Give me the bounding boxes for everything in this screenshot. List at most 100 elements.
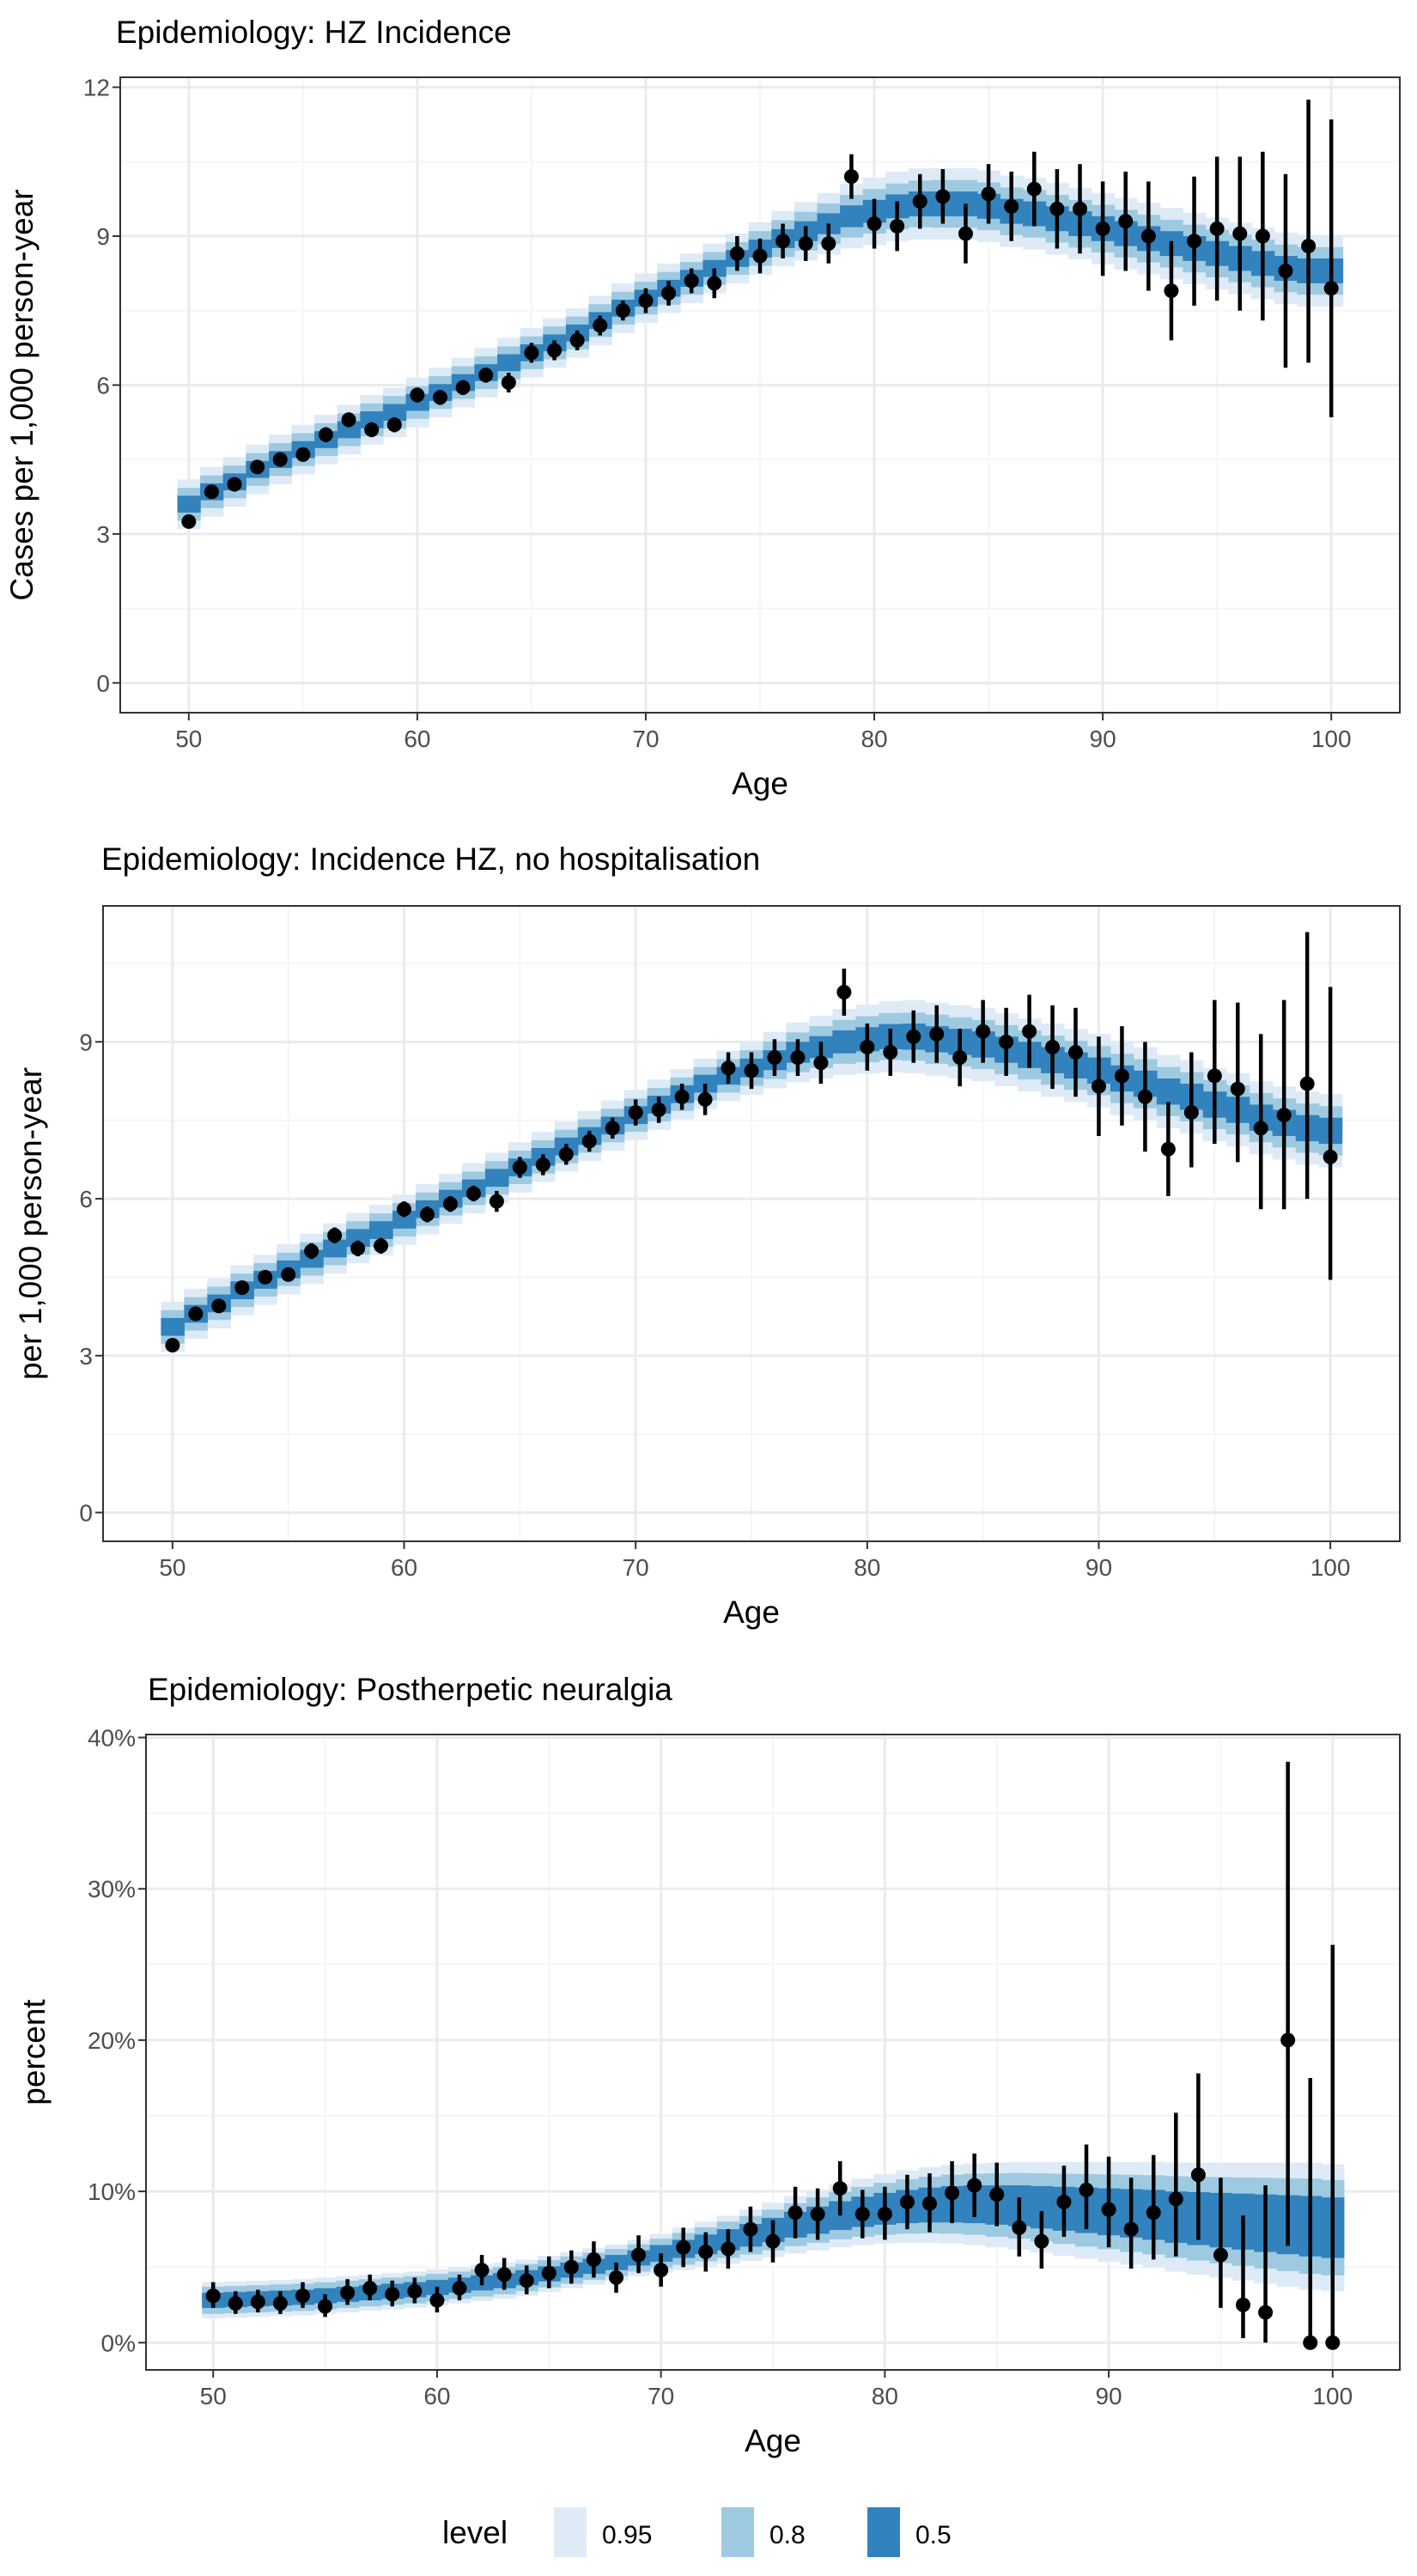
data-point <box>638 293 654 308</box>
y-tick-label: 20% <box>88 2027 136 2054</box>
data-point <box>721 1060 736 1076</box>
data-point <box>1146 2205 1161 2221</box>
data-point <box>1160 1141 1176 1157</box>
panel-border <box>145 1734 1401 2371</box>
x-tick-label: 60 <box>423 2383 450 2409</box>
legend-swatch-05 <box>867 2507 900 2557</box>
data-point <box>867 216 882 232</box>
ribbon-05-segment <box>832 1030 856 1054</box>
data-point <box>364 422 380 437</box>
data-point <box>698 2245 714 2260</box>
data-point <box>883 1045 898 1060</box>
data-point <box>228 2295 243 2311</box>
data-point <box>318 2299 333 2314</box>
data-point <box>1164 283 1179 299</box>
data-point <box>744 1063 759 1078</box>
data-point <box>989 2187 1005 2202</box>
data-point <box>1183 1105 1199 1121</box>
data-point <box>707 276 722 291</box>
data-point <box>478 368 494 383</box>
data-point <box>810 2207 825 2222</box>
data-point <box>1187 234 1202 249</box>
data-point <box>765 2233 781 2249</box>
data-point <box>1301 239 1317 254</box>
x-tick-label: 100 <box>1311 1554 1351 1581</box>
data-point <box>407 2283 423 2299</box>
ribbon-05-segment <box>337 421 361 439</box>
x-tick-label: 60 <box>404 726 430 752</box>
data-point <box>1258 2305 1274 2320</box>
x-axis-label: Age <box>745 2423 801 2458</box>
data-point <box>341 412 356 428</box>
data-point <box>1079 2182 1094 2197</box>
data-point <box>1168 2191 1183 2207</box>
data-point <box>1323 1149 1338 1164</box>
data-point <box>1118 214 1134 229</box>
data-point <box>474 2263 490 2278</box>
data-point <box>272 2295 288 2311</box>
data-point <box>563 2259 579 2275</box>
y-tick-label: 30% <box>88 1876 136 1903</box>
data-point <box>860 1039 875 1054</box>
ribbon-05-segment <box>392 1211 417 1229</box>
x-tick-label: 70 <box>648 2383 674 2409</box>
data-point <box>1140 228 1156 244</box>
data-point <box>843 169 859 185</box>
data-point <box>397 1201 412 1217</box>
panel-border <box>102 905 1401 1542</box>
data-point <box>586 2251 601 2267</box>
data-point <box>1207 1068 1222 1084</box>
data-point <box>512 1160 527 1176</box>
ribbon-05-segment <box>346 1229 370 1248</box>
data-point <box>651 1103 666 1118</box>
data-point <box>906 1029 921 1044</box>
y-tick-label: 12 <box>83 75 110 101</box>
y-tick-label: 9 <box>96 223 110 250</box>
data-point <box>1278 263 1293 278</box>
data-point <box>1091 1078 1106 1094</box>
data-point <box>654 2263 669 2278</box>
data-point <box>729 246 745 261</box>
data-point <box>813 1055 829 1071</box>
data-point <box>1303 2335 1318 2350</box>
data-point <box>204 484 219 500</box>
x-tick-label: 90 <box>1090 726 1116 752</box>
data-point <box>674 1089 690 1104</box>
data-point <box>465 1186 481 1201</box>
x-axis-label: Age <box>732 766 788 801</box>
data-point <box>281 1267 296 1282</box>
data-point <box>631 2247 647 2263</box>
panel-border <box>119 76 1401 714</box>
x-tick-label: 50 <box>200 2383 227 2409</box>
ribbon-05-segment <box>1156 1078 1181 1105</box>
data-point <box>832 2181 848 2196</box>
chart-title: Epidemiology: Postherpetic neuralgia <box>148 1672 672 1707</box>
data-point <box>890 218 905 234</box>
data-point <box>535 1157 550 1172</box>
ribbon-05-segment <box>382 404 407 422</box>
data-point <box>684 273 699 289</box>
x-axis-label: Age <box>723 1595 780 1630</box>
ribbon-05-segment <box>497 354 521 372</box>
data-point <box>836 984 852 999</box>
y-tick-label: 0 <box>96 670 110 696</box>
data-point <box>327 1228 343 1243</box>
ribbon-05-segment <box>693 1074 718 1093</box>
data-point <box>524 345 539 361</box>
data-point <box>547 343 563 358</box>
legend-label: 0.5 <box>915 2521 952 2549</box>
ribbon-05-segment <box>323 1239 347 1258</box>
x-tick-label: 60 <box>391 1554 417 1581</box>
data-point <box>775 234 791 249</box>
data-point <box>912 194 927 210</box>
data-point <box>1255 228 1270 244</box>
data-point <box>1299 1076 1315 1091</box>
data-point <box>899 2194 915 2209</box>
data-point <box>945 2185 960 2201</box>
y-tick-label: 6 <box>96 372 110 398</box>
x-tick-label: 90 <box>1095 2383 1122 2409</box>
data-point <box>272 452 288 467</box>
data-point <box>385 2287 400 2302</box>
x-tick-label: 70 <box>623 1554 649 1581</box>
legend-title: level <box>442 2515 508 2550</box>
